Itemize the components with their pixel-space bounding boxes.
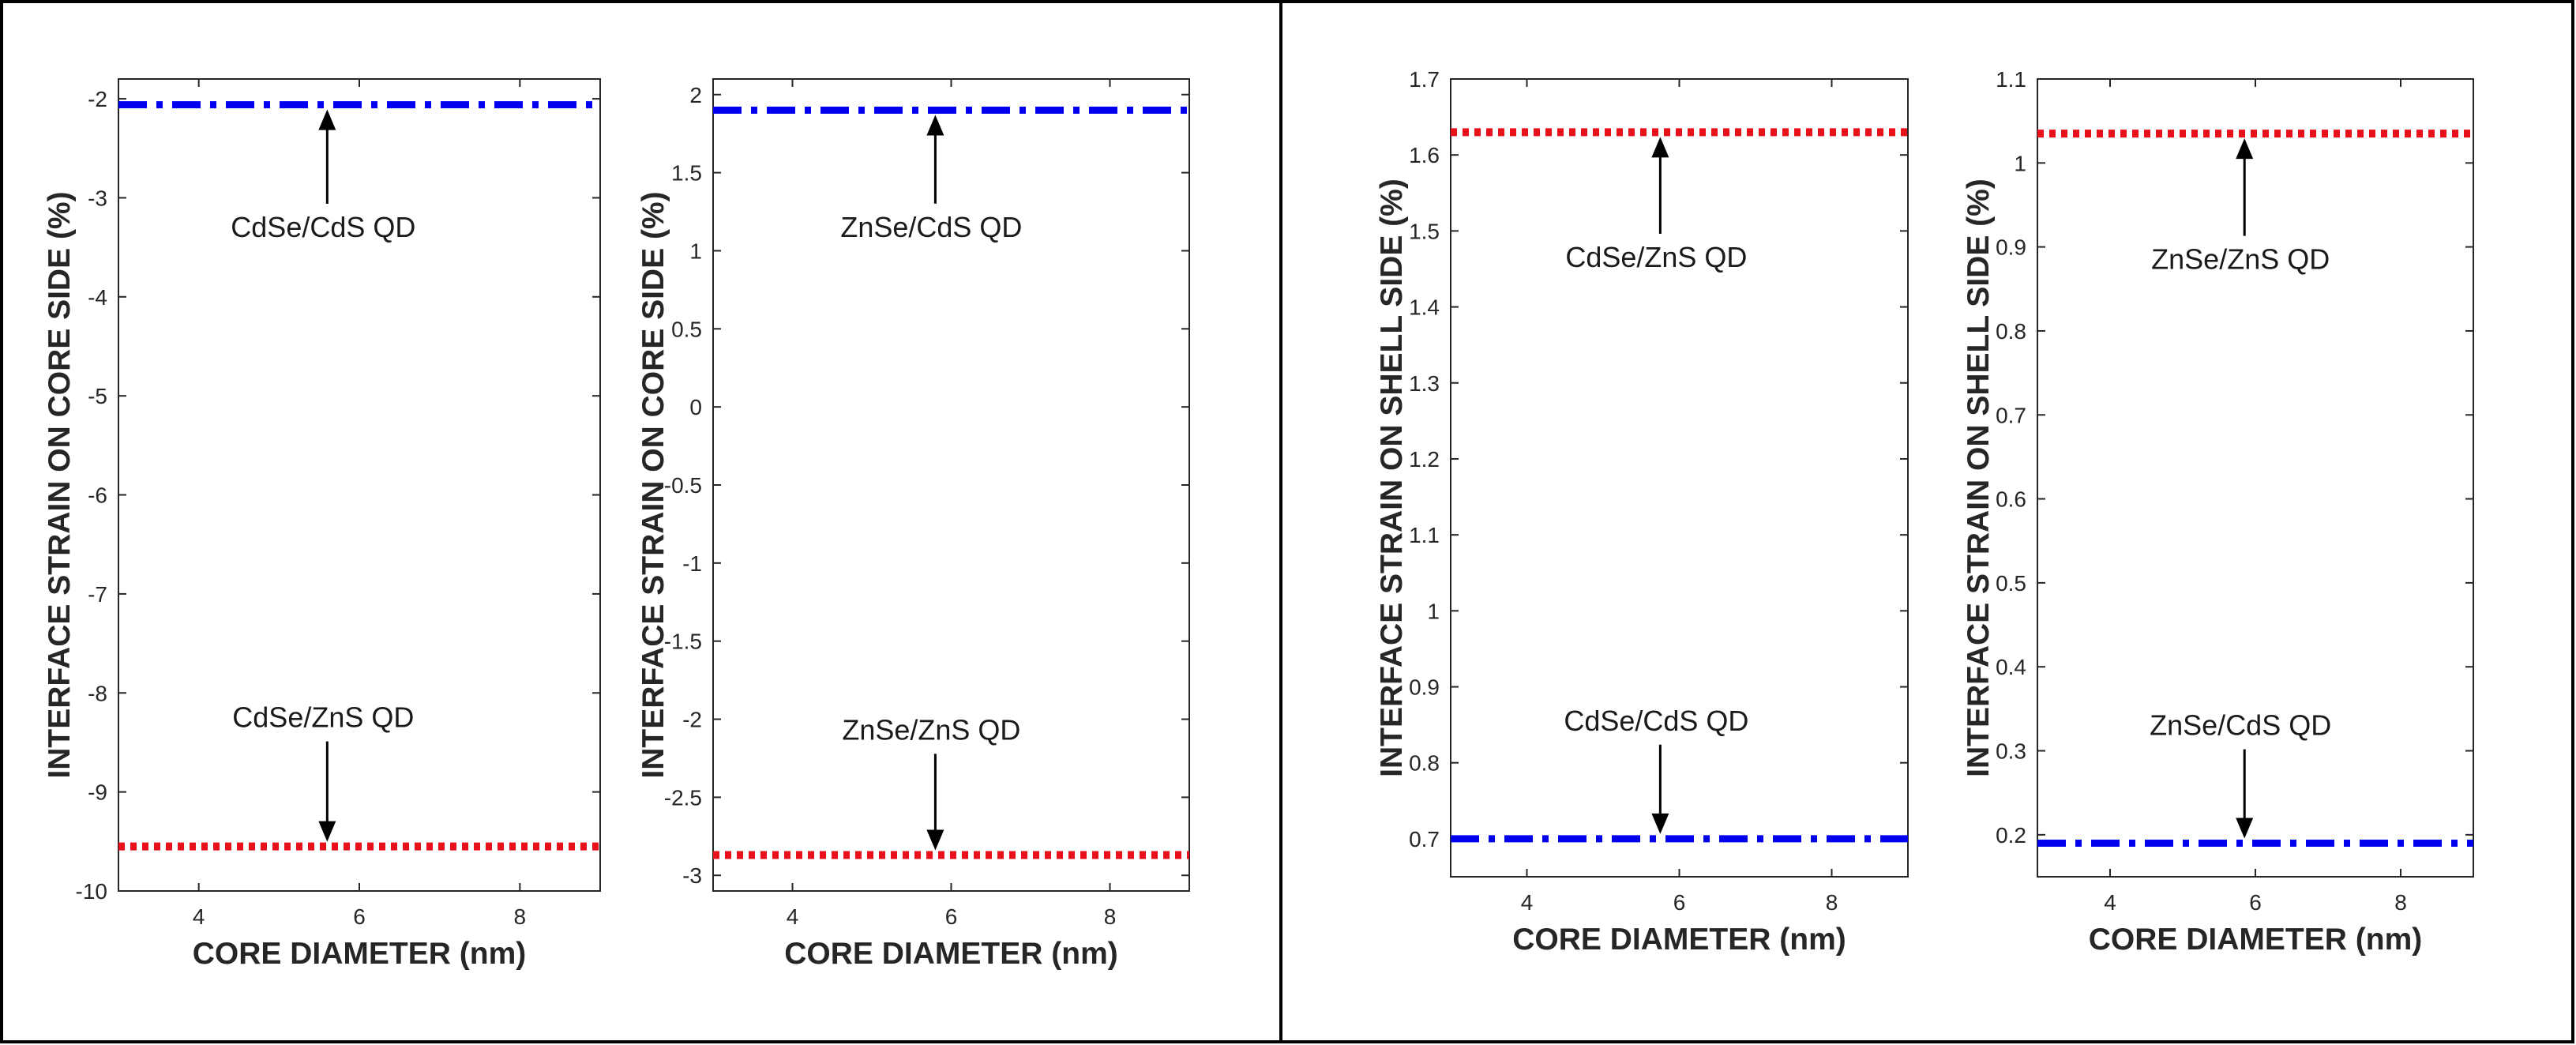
annotation-label: ZnSe/CdS QD xyxy=(840,211,1022,243)
y-tick-label: 1 xyxy=(2014,151,2026,175)
y-tick-label: 2 xyxy=(689,83,702,107)
y-tick-label: 0.2 xyxy=(1996,823,2026,848)
annotation-arrow-head xyxy=(318,821,336,842)
y-axis-label: INTERFACE STRAIN ON SHELL SIDE (%) xyxy=(1375,179,1409,777)
annotation-label: CdSe/CdS QD xyxy=(231,211,415,243)
y-tick-label: 0 xyxy=(689,395,702,419)
y-tick-label: 0.8 xyxy=(1996,319,2026,344)
y-axis-label: INTERFACE STRAIN ON CORE SIDE (%) xyxy=(43,191,77,778)
x-tick-label: 4 xyxy=(1521,890,1534,915)
y-tick-label: 1 xyxy=(689,239,702,263)
annotation-arrow-head xyxy=(2236,818,2254,839)
y-tick-label: -3 xyxy=(88,186,107,210)
y-tick-label: -6 xyxy=(88,483,107,508)
right-figure-frame xyxy=(1279,0,2574,1043)
y-tick-label: -10 xyxy=(76,879,107,904)
y-tick-label: -9 xyxy=(88,780,107,805)
y-tick-label: 0.9 xyxy=(1409,675,1440,700)
y-tick-label: -0.5 xyxy=(664,473,702,498)
y-tick-label: 0.5 xyxy=(671,317,702,341)
y-tick-label: 1.6 xyxy=(1409,143,1440,167)
x-tick-label: 4 xyxy=(787,904,799,929)
y-tick-label: -2.5 xyxy=(664,785,702,810)
chart-panel-4: 0.2 0.3 0.4 0.5 0.6 0.7 0.8 0.9 1 1.1 4 6 8 CORE DIAM… xyxy=(1962,67,2474,957)
y-tick-label: 1.5 xyxy=(1409,219,1440,243)
chart-panel-3: 0.7 0.8 0.9 1 1.1 1.2 1.3 1.4 1.5 1.6 1.7 4 6 8 CORE D… xyxy=(1375,67,1909,957)
y-tick-label: -1.5 xyxy=(664,630,702,654)
x-axis-label: CORE DIAMETER (nm) xyxy=(784,937,1118,971)
x-tick-label: 6 xyxy=(945,904,958,929)
y-tick-label: 1.7 xyxy=(1409,67,1440,92)
y-tick-label: 0.8 xyxy=(1409,751,1440,776)
annotation-label: CdSe/ZnS QD xyxy=(1565,241,1747,273)
y-tick-label: 1.1 xyxy=(1409,523,1440,547)
annotation-label: CdSe/ZnS QD xyxy=(232,701,414,734)
y-tick-label: -4 xyxy=(88,285,107,310)
chart-panel-1: -10 -9 -8 -7 -6 -5 -4 -3 -2 4 6 8 CORE DIAMETER (nm)… xyxy=(43,78,601,971)
x-tick-label: 8 xyxy=(514,904,527,929)
y-tick-label: 1.5 xyxy=(671,161,702,186)
annotation-label: CdSe/CdS QD xyxy=(1564,705,1748,737)
y-tick-label: -3 xyxy=(682,863,702,888)
y-tick-label: 0.7 xyxy=(1409,827,1440,851)
y-tick-label: 1.4 xyxy=(1409,295,1440,320)
y-tick-label: -7 xyxy=(88,582,107,607)
x-axis-label: CORE DIAMETER (nm) xyxy=(193,937,527,971)
annotation-label: ZnSe/ZnS QD xyxy=(842,713,1020,746)
x-tick-label: 4 xyxy=(2104,890,2116,915)
x-axis-label: CORE DIAMETER (nm) xyxy=(1512,923,1846,957)
x-tick-label: 8 xyxy=(1104,904,1117,929)
x-tick-label: 6 xyxy=(353,904,366,929)
annotation-arrow-head xyxy=(2236,138,2254,160)
x-tick-label: 8 xyxy=(2394,890,2407,915)
y-tick-label: 0.4 xyxy=(1996,655,2026,679)
y-axis-label: INTERFACE STRAIN ON CORE SIDE (%) xyxy=(636,191,670,778)
y-axis-label: INTERFACE STRAIN ON SHELL SIDE (%) xyxy=(1962,179,1996,777)
annotation-label: ZnSe/CdS QD xyxy=(2150,709,2331,742)
annotation-arrow-head xyxy=(1651,813,1669,834)
y-tick-label: 0.7 xyxy=(1996,403,2026,427)
annotation-arrow-head xyxy=(926,829,944,851)
chart-panel-2: -3 -2.5 -2 -1.5 -1 -0.5 0 0.5 1 1.5 2 4 6 8 CORE DIAME… xyxy=(636,78,1190,971)
y-tick-label: -1 xyxy=(682,551,702,576)
x-axis-label: CORE DIAMETER (nm) xyxy=(2089,923,2423,957)
y-tick-label: 0.3 xyxy=(1996,739,2026,764)
y-tick-label: -2 xyxy=(682,708,702,732)
y-tick-label: 0.9 xyxy=(1996,235,2026,260)
x-tick-label: 6 xyxy=(2249,890,2262,915)
y-tick-label: -2 xyxy=(88,87,107,111)
x-tick-label: 8 xyxy=(1826,890,1838,915)
annotation-arrow-head xyxy=(926,115,944,136)
y-tick-label: -8 xyxy=(88,681,107,705)
y-tick-label: 0.6 xyxy=(1996,487,2026,512)
y-tick-label: 1.2 xyxy=(1409,447,1440,472)
x-tick-label: 6 xyxy=(1673,890,1686,915)
y-tick-label: -5 xyxy=(88,384,107,408)
x-tick-label: 4 xyxy=(193,904,205,929)
y-tick-label: 0.5 xyxy=(1996,571,2026,596)
annotation-arrow-head xyxy=(1651,137,1669,158)
y-tick-label: 1 xyxy=(1427,599,1440,623)
annotation-arrow-head xyxy=(318,109,336,130)
annotation-label: ZnSe/ZnS QD xyxy=(2151,243,2330,276)
y-tick-label: 1.3 xyxy=(1409,371,1440,396)
y-tick-label: 1.1 xyxy=(1996,67,2026,92)
